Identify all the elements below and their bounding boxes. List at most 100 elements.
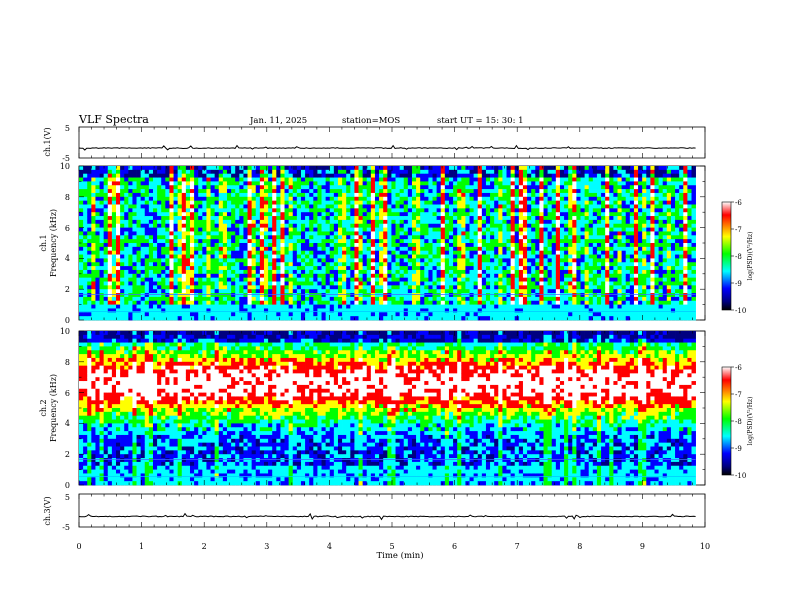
ch1-spectrogram-cell [124, 189, 129, 194]
ch1-spectrogram-cell [387, 204, 392, 209]
ch1-spectrogram-cell [292, 254, 298, 259]
ch1-spectrogram-cell [247, 243, 252, 248]
ch1-spectrogram-cell [543, 308, 548, 313]
ch1-spectrogram-cell [206, 189, 211, 194]
ch1-spectrogram-cell [329, 277, 335, 282]
ch1-spectrogram-cell [181, 243, 187, 248]
ch1-spectrogram-cell [280, 316, 285, 321]
ch1-spectrogram-cell [128, 216, 133, 221]
ch1-spectrogram-cell [333, 316, 339, 321]
ch1-spectrogram-cell [255, 269, 261, 275]
ch1-spectrogram-cell [374, 296, 380, 302]
ch1-spectrogram-cell [428, 293, 433, 298]
ch1-spectrogram-cell [280, 262, 285, 267]
ch1-spectrogram-cell [206, 285, 211, 290]
ch1-spectrogram-cell [362, 266, 368, 271]
ch1-spectrogram-cell [157, 212, 162, 217]
ch1-spectrogram-cell [268, 177, 273, 182]
ch1-spectrogram-cell [321, 181, 326, 186]
ch1-spectrogram-cell [559, 239, 565, 244]
ch1-spectrogram-cell [366, 250, 372, 255]
ch1-spectrogram-cell [124, 216, 129, 221]
ch1-spectrogram-cell [490, 296, 495, 302]
ch1-spectrogram-cell [300, 262, 306, 267]
ch1-spectrogram-cell [531, 277, 536, 282]
ch1-spectrogram-cell [124, 258, 129, 263]
ch1-spectrogram-cell [457, 300, 462, 305]
ch1-spectrogram-cell [321, 200, 326, 205]
ch1-spectrogram-cell [169, 246, 174, 252]
ch1-spectrogram-cell [522, 300, 528, 305]
ch1-spectrogram-cell [522, 262, 528, 267]
ch1-spectrogram-cell [214, 192, 220, 198]
ch1-spectrogram-cell [391, 269, 396, 275]
ch1-spectrogram-cell [202, 258, 207, 263]
ch1-spectrogram-cell [416, 181, 421, 186]
ch1-spectrogram-cell [300, 166, 306, 171]
ch1-spectrogram-cell [346, 231, 351, 236]
ch1-spectrogram-cell [403, 219, 409, 225]
ch1-spectrogram-cell [169, 223, 174, 228]
ch1-spectrogram-cell [120, 262, 125, 267]
ch1-spectrogram-cell [453, 262, 458, 267]
ch1-spectrogram-cell [477, 246, 483, 252]
ch1-spectrogram-cell [128, 273, 133, 278]
ch1-spectrogram-cell [477, 204, 483, 209]
ch1-spectrogram-cell [362, 273, 368, 278]
ch1-spectrogram-cell [485, 212, 491, 217]
ch1-spectrogram-cell [259, 269, 265, 275]
ch1-spectrogram-cell [494, 216, 499, 221]
ch1-spectrogram-cell [202, 231, 207, 236]
ch1-spectrogram-cell [107, 166, 113, 171]
ch1-spectrogram-cell [169, 273, 174, 278]
ch1-spectrogram-cell [120, 231, 125, 236]
ch1-spectrogram-cell [194, 239, 199, 244]
ch1-spectrogram-cell [411, 216, 417, 221]
ch1-spectrogram-cell [588, 173, 594, 178]
ch1-spectrogram-cell [152, 216, 158, 221]
ch1-spectrogram-cell [222, 189, 228, 194]
ch1-spectrogram-cell [387, 281, 392, 286]
ch1-spectrogram-cell [551, 316, 557, 321]
ch1-spectrogram-cell [411, 304, 417, 309]
ch1-spectrogram-cell [387, 231, 392, 236]
ch1-spectrogram-cell [111, 308, 117, 313]
ch1-spectrogram-cell [383, 243, 388, 248]
ch1-spectrogram-cell [157, 246, 162, 252]
ch1-spectrogram-cell [210, 254, 215, 259]
ch1-spectrogram-cell [268, 304, 273, 309]
ch1-spectrogram-cell [428, 177, 433, 182]
ch1-spectrogram-cell [457, 269, 462, 275]
ch1-spectrogram-cell [518, 316, 524, 321]
ch1-spectrogram-cell [136, 300, 142, 305]
ch1-spectrogram-cell [374, 250, 380, 255]
ch1-spectrogram-cell [387, 316, 392, 321]
ch1-spectrogram-cell [226, 277, 232, 282]
ch1-spectrogram-cell [296, 196, 302, 201]
ch1-spectrogram-cell [440, 208, 446, 213]
ch1-spectrogram-cell [103, 300, 109, 305]
ch1-spectrogram-cell [87, 208, 92, 213]
ch1-spectrogram-cell [543, 231, 548, 236]
ch1-spectrogram-cell [296, 216, 302, 221]
ch1-spectrogram-cell [259, 231, 265, 236]
ch1-spectrogram-cell [407, 189, 413, 194]
ch1-spectrogram-cell [502, 227, 507, 232]
ch1-spectrogram-cell [202, 289, 207, 294]
ch1-spectrogram-cell [473, 196, 479, 201]
ch1-spectrogram-cell [498, 235, 503, 240]
ch1-spectrogram-cell [95, 219, 100, 225]
ch1-spectrogram-cell [387, 196, 392, 201]
ch1-spectrogram-cell [457, 185, 462, 190]
ch1-spectrogram-cell [243, 304, 248, 309]
ch1-spectrogram-cell [218, 277, 224, 282]
ch1-spectrogram-cell [321, 243, 326, 248]
ch1-spectrogram-cell [374, 312, 380, 317]
ch1-spectrogram-cell [263, 262, 269, 267]
ch1-spectrogram-cell [362, 219, 368, 225]
ch1-spectrogram-cell [510, 227, 516, 232]
ch1-spectrogram-cell [317, 300, 322, 305]
ch1-spectrogram-cell [502, 239, 507, 244]
ch1-spectrogram-cell [181, 235, 187, 240]
ch1-spectrogram-cell [551, 262, 557, 267]
